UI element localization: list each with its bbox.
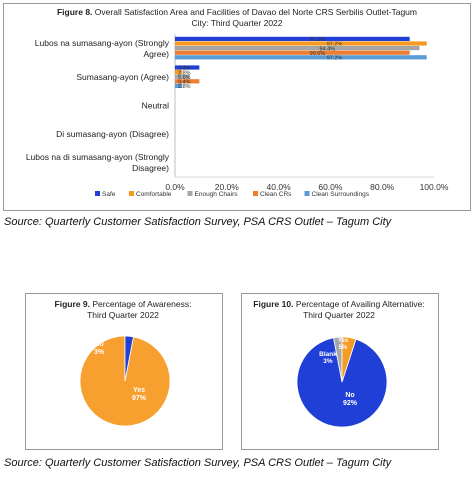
bar-clean-surroundings — [175, 55, 427, 60]
data-label: 97.2% — [327, 56, 343, 62]
data-label: 97.2% — [327, 42, 343, 48]
category-label: Lubos na sumasang-ayon (Strongly — [35, 38, 170, 48]
bar-safe — [175, 65, 200, 70]
slice-label-name: No — [345, 392, 354, 399]
legend-swatch — [95, 191, 100, 196]
slice-label-name: Yes — [338, 338, 349, 344]
x-tick-label: 20.0% — [215, 182, 240, 192]
slice-label-name: Blank — [319, 351, 337, 358]
x-tick-label: 100.0% — [420, 182, 449, 192]
data-label: 9.4% — [178, 80, 191, 86]
legend-label: Clean CRs — [260, 191, 292, 198]
figure-9-title-bold: Figure 9. — [54, 299, 90, 309]
category-label: Neutral — [142, 101, 170, 111]
figure-9-title-line2: Third Quarter 2022 — [87, 309, 159, 320]
category-label: Lubos na di sumasang-ayon (Strongly — [26, 152, 170, 162]
data-label: 5.6% — [178, 75, 191, 81]
category-label: Disagree) — [132, 163, 169, 173]
legend-label: Comfortable — [136, 191, 172, 198]
slice-label-name: No — [94, 341, 103, 348]
bar-clean-crs — [175, 50, 410, 55]
figure-10-title-text: Percentage of Availing Alternative: — [295, 299, 425, 309]
bar-enough-chairs — [175, 46, 420, 51]
data-label: 94.4% — [319, 46, 335, 52]
bar-comfortable — [175, 70, 183, 75]
x-tick-label: 80.0% — [370, 182, 395, 192]
data-label: 90.6% — [310, 51, 326, 57]
pie-slice-no — [124, 335, 134, 382]
x-tick-label: 40.0% — [267, 182, 292, 192]
slice-label-value: 3% — [323, 358, 333, 365]
slice-label-value: 92% — [343, 400, 358, 407]
slice-label-name: Yes — [133, 387, 145, 394]
slice-label-value: 97% — [132, 395, 147, 402]
slice-label-value: 5% — [339, 345, 348, 351]
legend-swatch — [304, 191, 310, 196]
bar-safe — [175, 36, 410, 41]
legend-swatch — [129, 191, 134, 196]
bar-comfortable — [175, 41, 427, 46]
category-label: Di sumasang-ayon (Disagree) — [56, 129, 169, 139]
x-tick-label: 0.0% — [165, 182, 185, 192]
category-label: Sumasang-ayon (Agree) — [76, 72, 169, 82]
figure-9-title-text: Percentage of Awareness: — [92, 299, 192, 309]
bar-clean-surroundings — [175, 83, 183, 88]
legend-label: Enough Chairs — [195, 191, 239, 198]
figure-8-title: Figure 8. Overall Satisfaction Area and … — [10, 7, 464, 28]
figure-9-title: Figure 9. Percentage of Awareness: Third… — [25, 299, 221, 320]
pie-slice-yes — [341, 336, 357, 383]
legend-swatch — [187, 191, 193, 196]
data-label: 2.8% — [178, 84, 191, 90]
figure-8-bar-chart: 0.0% 20.0% 40.0% 60.0% 80.0% 100.0% Lubos na s… — [26, 34, 449, 198]
x-tick-label: 60.0% — [318, 182, 343, 192]
figure-10-title: Figure 10. Percentage of Availing Altern… — [241, 299, 437, 320]
legend-swatch — [253, 191, 258, 196]
figure-8-title-text: Overall Satisfaction Area and Facilities… — [94, 7, 417, 17]
legend-label: Clean Surroundings — [312, 191, 370, 198]
data-label: 2.8% — [178, 70, 191, 76]
bar-enough-chairs — [175, 74, 190, 79]
figure-10-title-line2: Third Quarter 2022 — [303, 309, 375, 320]
source-note-top: Source: Quarterly Customer Satisfaction … — [4, 216, 392, 228]
legend-label: Safe — [102, 191, 116, 198]
pie-slice-no — [296, 337, 388, 428]
figure-8-title-bold: Figure 8. — [56, 7, 93, 17]
figure-10-title-bold: Figure 10. — [253, 299, 294, 309]
figure-8-title-line2: City: Third Quarter 2022 — [191, 17, 283, 28]
source-note-bottom: Source: Quarterly Customer Satisfaction … — [4, 457, 392, 469]
slice-label-value: 3% — [94, 349, 105, 356]
bar-clean-crs — [175, 79, 200, 84]
data-label: 9.4% — [178, 66, 191, 72]
category-label: Agree) — [143, 49, 169, 59]
data-label: 97.2% — [310, 37, 326, 43]
